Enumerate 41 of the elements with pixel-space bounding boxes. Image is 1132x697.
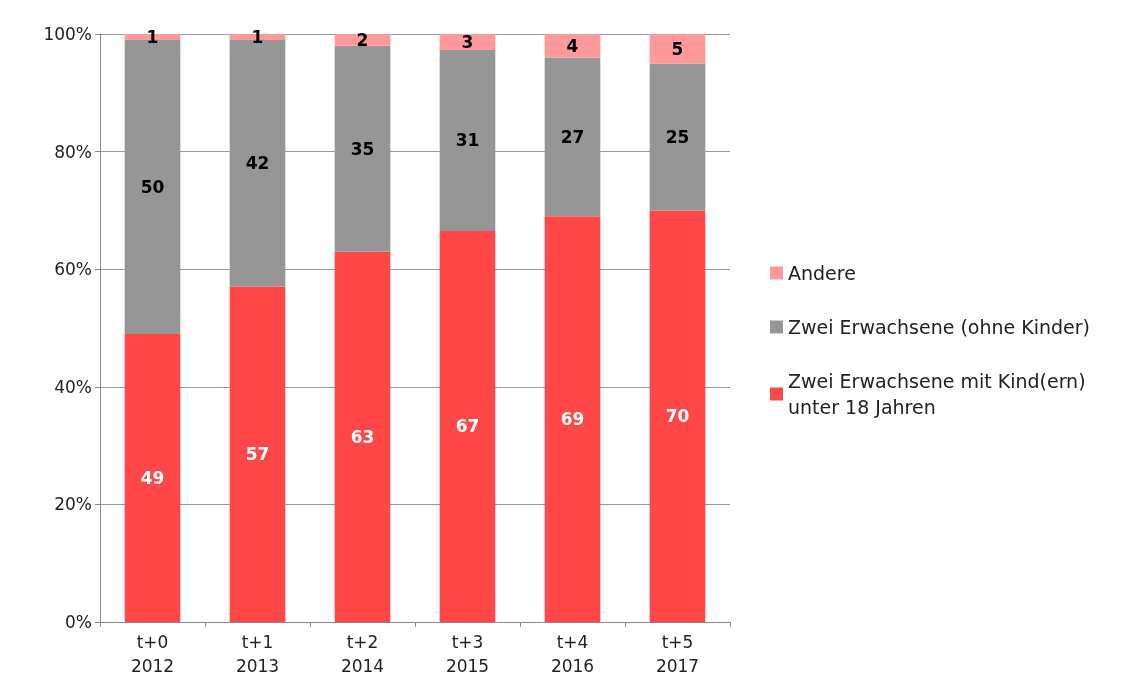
bar bbox=[439, 230, 496, 622]
y-tick-label: 80% bbox=[54, 141, 92, 162]
bar bbox=[229, 286, 286, 622]
bar bbox=[124, 333, 181, 622]
data-label: 25 bbox=[665, 126, 690, 147]
data-label: 1 bbox=[146, 26, 159, 47]
data-label: 67 bbox=[455, 416, 480, 437]
legend-label: Andere bbox=[788, 262, 856, 284]
data-label: 31 bbox=[455, 130, 480, 151]
data-label: 69 bbox=[560, 409, 585, 430]
data-label: 42 bbox=[245, 153, 270, 174]
data-label: 3 bbox=[461, 31, 474, 52]
bar bbox=[544, 216, 601, 622]
data-label: 57 bbox=[245, 444, 270, 465]
bar bbox=[544, 34, 601, 58]
bar bbox=[334, 251, 391, 622]
y-tick-label: 100% bbox=[43, 24, 92, 44]
x-tick-label: t+1 2013 bbox=[235, 632, 280, 676]
x-tick-label: t+2 2014 bbox=[340, 632, 385, 676]
data-label: 27 bbox=[560, 126, 585, 147]
data-label: 1 bbox=[251, 26, 264, 47]
data-label: 49 bbox=[140, 467, 165, 488]
bar bbox=[649, 210, 706, 622]
bar bbox=[649, 34, 706, 64]
data-label: 50 bbox=[140, 176, 165, 197]
data-label: 5 bbox=[671, 38, 684, 59]
legend-label: Zwei Erwachsene (ohne Kinder) bbox=[788, 316, 1091, 338]
y-tick-label: 20% bbox=[54, 494, 92, 515]
x-tick-label: t+0 2012 bbox=[130, 632, 175, 676]
y-tick-label: 0% bbox=[65, 612, 92, 632]
legend-label: Zwei Erwachsene mit Kind(ern) unter 18 Jahren bbox=[788, 370, 1092, 418]
data-label: 35 bbox=[350, 138, 375, 159]
x-tick-label: t+3 2015 bbox=[445, 632, 490, 676]
y-tick-label: 60% bbox=[54, 259, 92, 280]
data-label: 70 bbox=[665, 406, 690, 427]
y-tick-label: 40% bbox=[54, 376, 92, 397]
data-label: 4 bbox=[566, 35, 579, 56]
x-tick-label: t+4 2016 bbox=[550, 632, 595, 676]
x-tick-label: t+5 2017 bbox=[655, 632, 700, 676]
data-label: 2 bbox=[356, 29, 369, 50]
data-label: 63 bbox=[350, 426, 375, 447]
